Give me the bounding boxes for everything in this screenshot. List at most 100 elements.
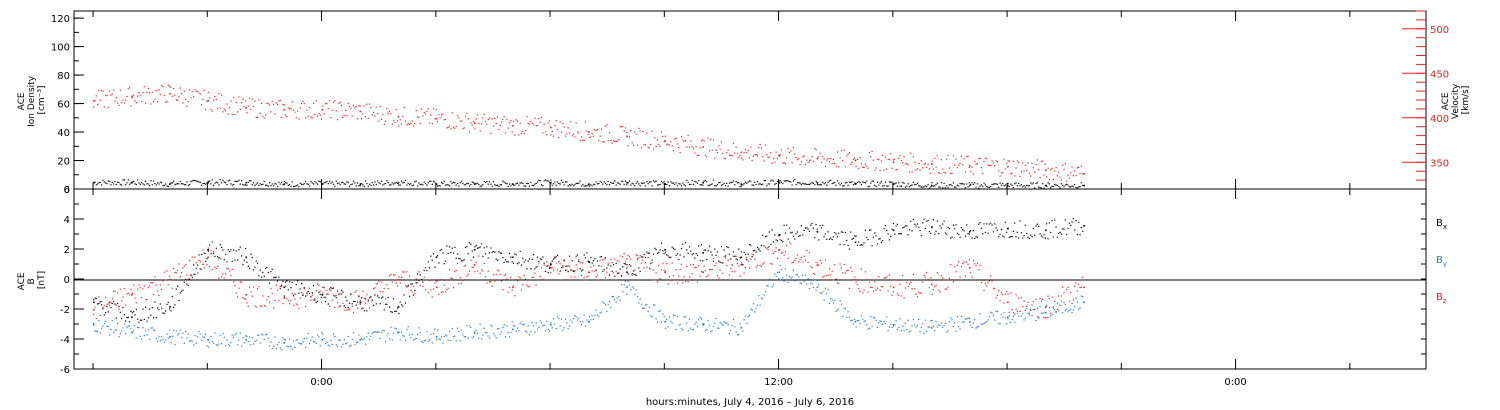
bx-dense-point <box>155 316 157 319</box>
velocity-dense-point <box>266 102 268 105</box>
bx-dense-point <box>334 295 336 297</box>
by-dense-point <box>572 317 575 320</box>
density-dense-point <box>540 184 543 186</box>
bz-dense-point <box>367 300 369 303</box>
legend-bx-main: B <box>1436 218 1443 229</box>
density-dense-point <box>912 181 915 183</box>
bz-dense-point <box>618 260 620 263</box>
velocity-dense-point <box>203 89 205 91</box>
density-dense-point <box>217 182 219 184</box>
density-dense-point <box>791 184 793 186</box>
bx-dense-point <box>1044 237 1046 239</box>
by-dense-point <box>699 316 701 319</box>
by-dense-point <box>870 316 872 318</box>
by-dense-point <box>876 326 879 329</box>
velocity-dense-point <box>755 154 757 156</box>
bz-dense-point <box>93 313 95 315</box>
velocity-dense-point <box>155 90 157 92</box>
top-left-ytick-label-5: 100 <box>51 43 70 54</box>
by-dense-point <box>979 313 981 315</box>
density-dense-point <box>984 184 986 186</box>
by-dense-point <box>117 322 119 325</box>
bx-dense-point <box>788 227 791 229</box>
density-point-13 <box>588 183 590 185</box>
bz-dense-point <box>215 267 217 269</box>
density-dense-point <box>1079 186 1081 188</box>
by-dense-point <box>843 307 845 309</box>
by-dense-point <box>847 311 849 313</box>
bx-dense-point <box>588 262 591 264</box>
density-dense-point <box>528 185 531 187</box>
density-dense-point <box>811 181 813 184</box>
density-dense-point <box>580 185 583 187</box>
by-dense-point <box>391 339 393 341</box>
bz-dense-point <box>847 269 849 271</box>
by-dense-point <box>556 316 559 318</box>
bz-dense-point <box>1074 285 1076 287</box>
by-dense-point <box>139 335 141 337</box>
bx-dense-point <box>203 252 205 254</box>
density-dense-point <box>350 184 352 186</box>
density-dense-point <box>715 185 717 187</box>
density-dense-point <box>110 184 112 186</box>
velocity-dense-point <box>264 114 267 116</box>
density-dense-point <box>652 180 655 182</box>
velocity-dense-point <box>699 147 701 149</box>
by-dense-point <box>659 310 661 312</box>
density-dense-point <box>899 185 901 187</box>
bx-dense-point <box>1066 233 1068 236</box>
velocity-dense-point <box>402 115 404 117</box>
bx-dense-point <box>478 247 480 249</box>
bx-dense-point <box>254 266 256 268</box>
bx-dense-point <box>760 244 763 246</box>
bz-dense-point <box>238 287 240 289</box>
bz-dense-point <box>907 285 909 288</box>
bz-dense-point <box>292 304 295 306</box>
bx-dense-point <box>195 267 197 269</box>
bz-dense-point <box>951 279 953 281</box>
by-dense-point <box>146 334 148 336</box>
bz-dense-point <box>551 267 553 269</box>
bz-dense-point <box>123 287 125 290</box>
bx-dense-point <box>122 307 124 309</box>
velocity-dense-point <box>356 118 359 120</box>
bz-dense-point <box>379 290 381 293</box>
density-dense-point <box>499 184 501 186</box>
by-dense-point <box>436 329 439 331</box>
bx-dense-point <box>1051 220 1053 222</box>
by-dense-point <box>266 333 268 335</box>
velocity-dense-point <box>644 144 647 146</box>
density-dense-point <box>139 183 141 185</box>
density-dense-point <box>923 186 925 188</box>
bx-dense-point <box>590 257 592 259</box>
bz-dense-point <box>380 281 383 283</box>
density-dense-point <box>149 184 151 187</box>
density-dense-point <box>834 181 836 183</box>
density-dense-point <box>780 181 783 183</box>
density-dense-point <box>736 182 739 184</box>
density-dense-point <box>211 179 213 181</box>
bx-dense-point <box>411 283 413 285</box>
velocity-dense-point <box>934 157 936 159</box>
bx-dense-point <box>900 232 903 235</box>
bx-dense-point <box>370 296 372 298</box>
density-dense-point <box>659 183 661 185</box>
density-dense-point <box>618 182 620 184</box>
bz-dense-point <box>1002 293 1004 296</box>
velocity-dense-point <box>386 107 388 110</box>
bz-dense-point <box>1006 290 1008 293</box>
bx-dense-point <box>519 250 521 253</box>
density-dense-point <box>423 181 425 183</box>
velocity-dense-point <box>102 90 104 92</box>
bx-dense-point <box>125 320 127 322</box>
velocity-dense-point <box>830 157 832 160</box>
bx-dense-point <box>271 268 273 270</box>
density-dense-point <box>479 185 481 187</box>
bx-dense-point <box>430 255 432 257</box>
by-dense-point <box>927 326 929 328</box>
velocity-dense-point <box>591 133 593 135</box>
bz-dense-point <box>630 258 632 260</box>
velocity-dense-point <box>567 127 569 129</box>
by-dense-point <box>575 316 577 318</box>
density-dense-point <box>442 182 444 185</box>
